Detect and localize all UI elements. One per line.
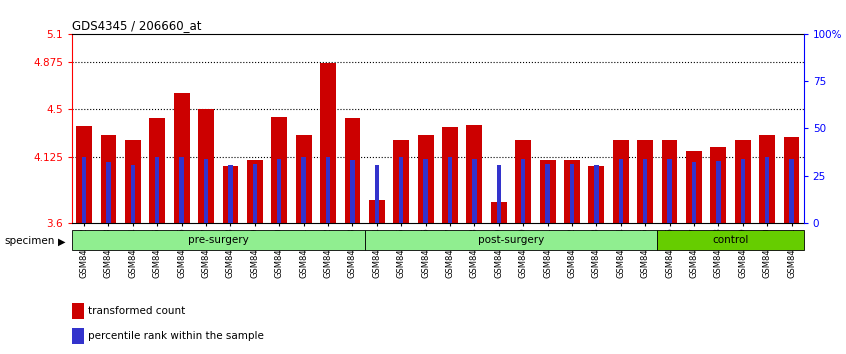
Bar <box>569 164 574 223</box>
Bar <box>491 201 507 223</box>
Bar <box>228 165 233 223</box>
Bar <box>716 161 721 223</box>
Bar <box>448 158 453 223</box>
Bar <box>667 159 672 223</box>
Bar <box>735 140 750 223</box>
Bar <box>247 160 263 223</box>
Bar <box>765 158 769 223</box>
Text: specimen: specimen <box>4 236 55 246</box>
Bar <box>711 147 726 223</box>
Bar <box>365 230 657 250</box>
Bar <box>296 135 311 223</box>
Bar <box>82 158 86 223</box>
Bar <box>740 159 745 223</box>
Bar <box>272 117 287 223</box>
Bar <box>497 165 501 223</box>
Bar <box>326 158 330 223</box>
Bar <box>546 164 550 223</box>
Bar <box>399 158 404 223</box>
Bar <box>686 151 702 223</box>
Bar <box>515 140 531 223</box>
Bar <box>789 159 794 223</box>
Bar <box>204 159 208 223</box>
Bar <box>613 140 629 223</box>
Text: transformed count: transformed count <box>88 306 185 316</box>
Text: post-surgery: post-surgery <box>478 235 544 245</box>
Bar <box>393 140 409 223</box>
Bar <box>72 303 84 319</box>
Bar <box>222 166 239 223</box>
Bar <box>472 159 476 223</box>
Bar <box>72 328 84 344</box>
Bar <box>350 160 354 223</box>
Bar <box>637 140 653 223</box>
Bar <box>418 135 433 223</box>
Bar <box>662 140 678 223</box>
Bar <box>344 118 360 223</box>
Text: pre-surgery: pre-surgery <box>188 235 249 245</box>
Bar <box>618 159 623 223</box>
Bar <box>320 63 336 223</box>
Bar <box>466 125 482 223</box>
Bar <box>540 160 556 223</box>
Bar <box>423 159 428 223</box>
Bar <box>76 126 92 223</box>
Text: GDS4345 / 206660_at: GDS4345 / 206660_at <box>72 19 201 33</box>
Bar <box>107 162 111 223</box>
Bar <box>155 158 160 223</box>
Bar <box>369 200 385 223</box>
Bar <box>198 109 214 223</box>
Bar <box>521 159 525 223</box>
Text: control: control <box>712 235 749 245</box>
Text: ▶: ▶ <box>58 236 65 246</box>
Bar <box>692 162 696 223</box>
Bar <box>564 160 580 223</box>
Bar <box>101 135 117 223</box>
Bar <box>125 140 140 223</box>
Bar <box>589 166 604 223</box>
Bar <box>173 93 190 223</box>
Bar <box>783 137 799 223</box>
Bar <box>130 165 135 223</box>
Bar <box>277 159 282 223</box>
Bar <box>253 164 257 223</box>
Bar <box>759 135 775 223</box>
Bar <box>643 159 647 223</box>
Bar <box>179 158 184 223</box>
Bar <box>375 165 379 223</box>
Bar <box>301 158 306 223</box>
Bar <box>442 127 458 223</box>
Bar <box>150 118 165 223</box>
Bar <box>72 230 365 250</box>
Text: percentile rank within the sample: percentile rank within the sample <box>88 331 264 341</box>
Bar <box>657 230 804 250</box>
Bar <box>594 165 599 223</box>
